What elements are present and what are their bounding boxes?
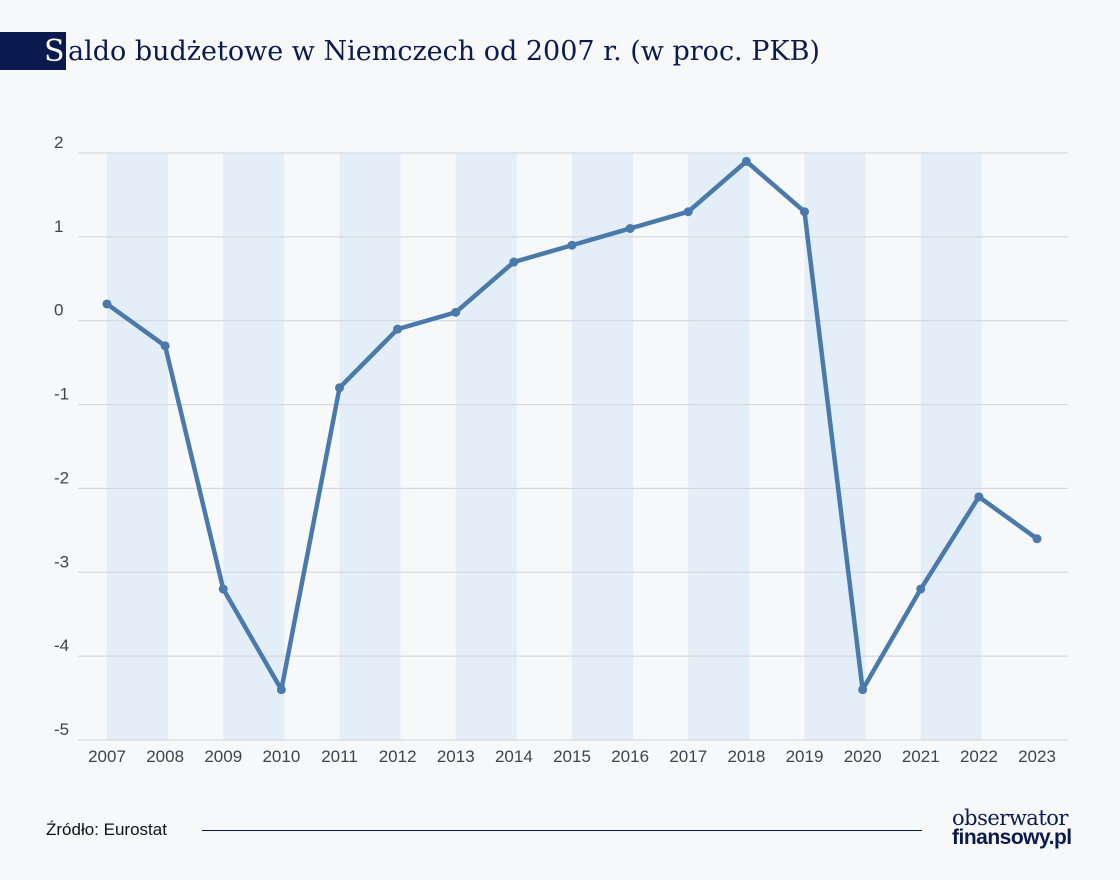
source-divider xyxy=(202,830,922,831)
data-point-2009 xyxy=(218,584,228,594)
data-point-2017 xyxy=(683,207,693,217)
band-2021 xyxy=(920,153,982,740)
band-2013 xyxy=(455,153,517,740)
x-tick-label-2008: 2008 xyxy=(146,747,184,766)
band-2015 xyxy=(572,153,633,740)
y-tick-label--1: -1 xyxy=(54,385,69,404)
publisher-logo: obserwator finansowy.pl xyxy=(952,806,1092,849)
y-tick-label--5: -5 xyxy=(54,720,69,739)
data-point-2008 xyxy=(160,341,170,351)
y-tick-label-0: 0 xyxy=(54,301,63,320)
data-point-2016 xyxy=(625,223,635,233)
y-tick-label-1: 1 xyxy=(54,217,63,236)
x-tick-label-2018: 2018 xyxy=(727,747,765,766)
x-tick-label-2014: 2014 xyxy=(495,747,533,766)
y-tick-label--2: -2 xyxy=(54,468,69,487)
x-tick-label-2020: 2020 xyxy=(844,747,882,766)
data-point-2023 xyxy=(1032,534,1042,544)
x-tick-label-2023: 2023 xyxy=(1018,747,1056,766)
band-2011 xyxy=(339,153,401,740)
x-tick-label-2017: 2017 xyxy=(669,747,707,766)
source-note: Źródło: Eurostat xyxy=(46,820,167,839)
x-tick-label-2010: 2010 xyxy=(262,747,300,766)
y-tick-label--3: -3 xyxy=(54,552,69,571)
y-tick-label-2: 2 xyxy=(54,133,63,152)
data-point-2013 xyxy=(451,307,461,317)
x-tick-label-2015: 2015 xyxy=(553,747,591,766)
x-tick-label-2013: 2013 xyxy=(437,747,475,766)
data-point-2018 xyxy=(741,156,751,166)
title-initial: S xyxy=(44,34,65,69)
y-tick-label--4: -4 xyxy=(54,636,69,655)
data-point-2019 xyxy=(800,207,809,217)
x-tick-label-2011: 2011 xyxy=(321,747,358,766)
x-tick-label-2021: 2021 xyxy=(902,747,940,766)
y-axis: -5 -4 -3 -2 -1 0 1 2 xyxy=(54,133,69,739)
band-2007 xyxy=(107,153,168,740)
data-point-2022 xyxy=(974,492,984,502)
x-tick-label-2016: 2016 xyxy=(611,747,649,766)
band-2017 xyxy=(688,153,750,740)
x-axis: 2007 2008 2009 2010 2011 2012 2013 2014 2015 2016… xyxy=(88,747,1056,766)
chart-title: aldo budżetowe w Niemczech od 2007 r. (w… xyxy=(68,36,820,67)
x-tick-label-2012: 2012 xyxy=(379,747,417,766)
data-point-2011 xyxy=(335,383,344,393)
data-point-2015 xyxy=(567,240,577,250)
x-tick-label-2007: 2007 xyxy=(88,747,126,766)
data-point-2010 xyxy=(276,685,286,695)
x-tick-label-2022: 2022 xyxy=(960,747,998,766)
data-point-2020 xyxy=(858,685,868,695)
band-2009 xyxy=(223,153,285,740)
grid-lines xyxy=(78,152,1068,741)
data-point-2007 xyxy=(102,299,112,309)
background-bands xyxy=(107,153,982,740)
title-accent-bar xyxy=(0,32,66,70)
series-layer xyxy=(102,156,1042,695)
logo-bottom-text: finansowy.pl xyxy=(952,826,1072,849)
x-tick-label-2019: 2019 xyxy=(786,747,824,766)
data-point-2021 xyxy=(916,584,926,594)
logo-top-text: obserwator xyxy=(952,806,1068,830)
x-tick-label-2009: 2009 xyxy=(204,747,242,766)
data-point-2012 xyxy=(393,324,403,334)
data-point-2014 xyxy=(509,257,519,267)
